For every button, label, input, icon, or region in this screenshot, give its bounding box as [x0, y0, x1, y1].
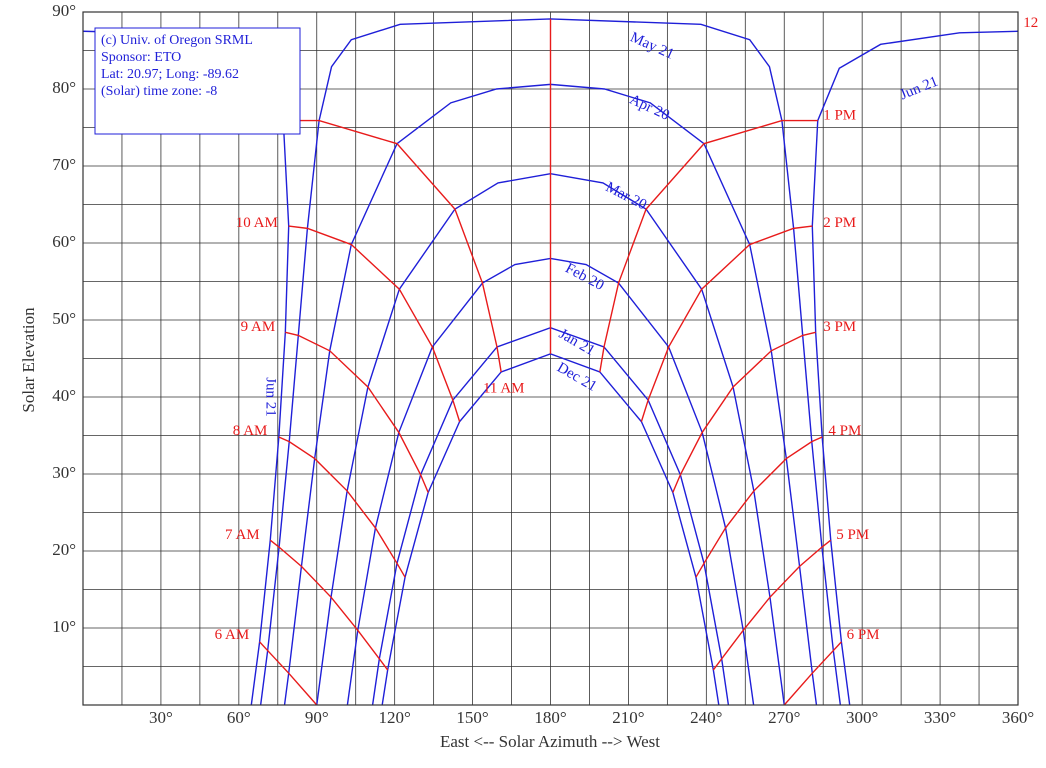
- y-tick-label: 70°: [52, 155, 76, 174]
- x-tick-label: 180°: [534, 708, 566, 727]
- sun-path-line: [640, 225, 813, 422]
- x-tick-label: 120°: [379, 708, 411, 727]
- y-tick-label: 60°: [52, 232, 76, 251]
- sun-path-line: [269, 539, 389, 671]
- info-box: [94, 27, 301, 135]
- curve-label: 4 PM: [828, 423, 861, 439]
- sun-path-line: [285, 331, 429, 493]
- curve-label: 10 AM: [236, 215, 278, 231]
- curve-label: 7 AM: [225, 527, 260, 543]
- x-tick-label: 360°: [1002, 708, 1034, 727]
- x-tick-label: 330°: [924, 708, 956, 727]
- y-tick-label: 40°: [52, 386, 76, 405]
- x-axis-label: East <-- Solar Azimuth --> West: [440, 732, 660, 751]
- curve-label: 12: [1023, 15, 1038, 31]
- y-tick-label: 80°: [52, 78, 76, 97]
- y-tick-label: 30°: [52, 463, 76, 482]
- curve-label: 6 AM: [215, 627, 250, 643]
- info-text: (Solar) time zone: -8: [101, 84, 217, 99]
- curve-label: 8 AM: [233, 423, 268, 439]
- curve-label: 11 AM: [483, 381, 525, 397]
- y-tick-label: 50°: [52, 309, 76, 328]
- y-axis-label: Solar Elevation: [19, 307, 38, 413]
- y-tick-label: 90°: [52, 1, 76, 20]
- plot-frame: [82, 11, 1019, 706]
- sun-path-line: [712, 539, 832, 671]
- sun-path-line: [672, 331, 816, 493]
- x-tick-label: 30°: [149, 708, 173, 727]
- sun-path-line: [599, 119, 818, 373]
- x-tick-label: 150°: [456, 708, 488, 727]
- sun-path-line: [695, 436, 823, 578]
- x-tick-label: 300°: [846, 708, 878, 727]
- sun-path-line: [283, 119, 502, 373]
- x-tick-label: 210°: [612, 708, 644, 727]
- grid: [83, 11, 1019, 705]
- x-tick-label: 90°: [305, 708, 329, 727]
- x-tick-label: 60°: [227, 708, 251, 727]
- curve-label: 1 PM: [823, 107, 856, 123]
- info-text: Lat: 20.97; Long: -89.62: [101, 67, 239, 82]
- x-tick-label: 240°: [690, 708, 722, 727]
- sun-path-line: [783, 641, 842, 706]
- curve-label: 2 PM: [823, 215, 856, 231]
- curve-label: Jun 21: [263, 377, 279, 417]
- x-tick-label: 270°: [768, 708, 800, 727]
- sun-path-line: [288, 225, 461, 422]
- y-tick-label: 20°: [52, 540, 76, 559]
- info-text: (c) Univ. of Oregon SRML: [101, 33, 253, 48]
- y-tick-label: 10°: [52, 617, 76, 636]
- curve-label: 6 PM: [847, 627, 880, 643]
- info-text: Sponsor: ETO: [101, 50, 181, 65]
- sun-path-line: [259, 641, 318, 706]
- curve-label: 5 PM: [836, 527, 869, 543]
- curve-label: 9 AM: [241, 319, 276, 335]
- curve-label: 3 PM: [823, 319, 856, 335]
- sun-path-line: [278, 436, 406, 578]
